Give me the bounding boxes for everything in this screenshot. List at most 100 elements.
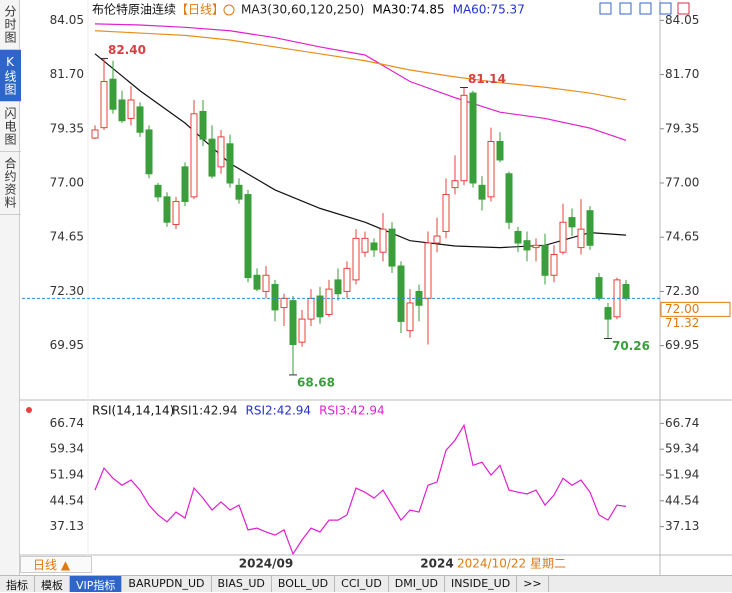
icon[interactable] <box>659 2 672 15</box>
candle-body <box>406 302 414 332</box>
y-tick-label: 37.13 <box>665 519 699 533</box>
candle-body <box>235 184 243 200</box>
candle-body <box>136 106 144 133</box>
candle-body <box>496 140 504 161</box>
y-tick-label: 44.54 <box>665 493 699 507</box>
x-tick-label: 2024 <box>420 557 453 571</box>
indicator-tab[interactable]: DMI_UD <box>389 576 446 592</box>
y-tick-label: 77.00 <box>50 176 84 190</box>
candle-body <box>172 200 180 226</box>
sidebar-tab[interactable]: 合约资料 <box>0 152 21 215</box>
y-tick-label: 81.70 <box>50 67 84 81</box>
sidebar-tab[interactable]: 闪电图 <box>0 102 21 152</box>
candle-body <box>361 237 369 253</box>
candle-body <box>559 221 567 253</box>
candle-body <box>271 284 279 311</box>
y-tick-label: 84.05 <box>50 13 84 27</box>
add-icon[interactable] <box>223 4 235 16</box>
y-tick-label: 66.74 <box>50 416 84 430</box>
candle-body <box>325 288 333 315</box>
candle-body <box>604 307 612 320</box>
candle-body <box>109 78 117 110</box>
y-tick-label: 79.35 <box>50 121 84 135</box>
indicator-tab[interactable]: 指标 <box>0 576 35 592</box>
indicator-line <box>94 23 627 141</box>
candle-body <box>442 194 450 232</box>
indicator-line <box>94 423 627 556</box>
chart-title: 布伦特原油连续 <box>92 2 176 17</box>
x-tick-label: 2024/09 <box>239 557 293 571</box>
candle-body <box>226 143 234 184</box>
y-tick-label: 59.34 <box>50 442 84 456</box>
price-box <box>660 301 731 317</box>
icon[interactable] <box>677 2 690 15</box>
candle-body <box>289 300 297 345</box>
sidebar-tab[interactable]: K线图 <box>0 50 21 102</box>
indicator-tab[interactable]: CCI_UD <box>335 576 389 592</box>
candle-body <box>280 297 288 309</box>
candle-body <box>469 92 477 184</box>
period-label: 【日线】 <box>176 3 224 17</box>
candle-body <box>388 228 396 267</box>
rsi-title: RSI(14,14,14) <box>92 404 174 418</box>
candle-body <box>181 166 189 202</box>
sidebar: 分时图 K线图 闪电图 合约资料 <box>0 0 21 575</box>
y-tick-label: 37.13 <box>50 519 84 533</box>
candle-body <box>316 295 324 318</box>
candle-body <box>568 217 576 228</box>
annotation: 68.68 <box>297 375 335 389</box>
candle-body <box>118 99 126 122</box>
toolbar-icons[interactable] <box>599 2 690 15</box>
y-tick-label: 44.54 <box>50 493 84 507</box>
annotation: 81.14 <box>468 72 506 86</box>
candle-body <box>550 254 558 276</box>
candle-body <box>298 318 306 343</box>
indicator-tab[interactable]: >> <box>517 576 549 592</box>
candle-body <box>586 210 594 246</box>
legend-entry: MA3(30,60,120,250) <box>241 3 364 17</box>
sidebar-tab[interactable]: 分时图 <box>0 0 21 50</box>
rsi-icon[interactable] <box>26 407 32 413</box>
candle-body <box>370 242 378 251</box>
indicator-line <box>94 30 627 101</box>
y-tick-label: 81.70 <box>665 67 699 81</box>
annotation: 70.26 <box>612 339 650 353</box>
candle-body <box>487 140 495 198</box>
indicator-tab[interactable]: VIP指标 <box>70 576 123 592</box>
candle-body <box>595 277 603 299</box>
cursor-date: 2024/10/22 星期二 <box>457 557 566 571</box>
period-button[interactable]: 日线 ▲ <box>20 556 92 573</box>
candle-body <box>307 297 315 320</box>
indicator-tab[interactable]: BOLL_UD <box>272 576 336 592</box>
candle-body <box>397 265 405 322</box>
indicator-tab[interactable]: 模板 <box>35 576 70 592</box>
indicator-tab[interactable]: INSIDE_UD <box>445 576 518 592</box>
y-tick-label: 84.05 <box>665 13 699 27</box>
candle-body <box>145 129 153 175</box>
candle-body <box>163 196 171 223</box>
candle-body <box>478 184 486 200</box>
candle-body <box>253 274 261 290</box>
candle-body <box>460 94 468 182</box>
annotation: 82.40 <box>108 43 146 57</box>
price-tag: 71.32 <box>665 316 699 330</box>
icon[interactable] <box>599 2 612 15</box>
candle-body <box>433 235 441 244</box>
icon[interactable] <box>639 2 652 15</box>
y-tick-label: 69.95 <box>50 338 84 352</box>
candle-body <box>505 173 513 223</box>
indicator-tab[interactable]: BIAS_UD <box>212 576 272 592</box>
y-tick-label: 72.30 <box>50 284 84 298</box>
candle-body <box>379 228 387 253</box>
y-tick-label: 79.35 <box>665 121 699 135</box>
y-tick-label: 69.95 <box>665 338 699 352</box>
candle-body <box>154 184 162 198</box>
legend-entry: RSI3:42.94 <box>319 404 385 418</box>
chart: 布伦特原油连续 【日线】 RSI(14,14,14) 2024/10/22 星期… <box>20 0 732 575</box>
indicator-tab[interactable]: BARUPDN_UD <box>122 576 212 592</box>
candle-body <box>424 242 432 299</box>
legend-entry: MA60:75.37 <box>453 3 525 17</box>
candle-body <box>190 113 198 198</box>
icon[interactable] <box>619 2 632 15</box>
candle-body <box>622 284 630 299</box>
